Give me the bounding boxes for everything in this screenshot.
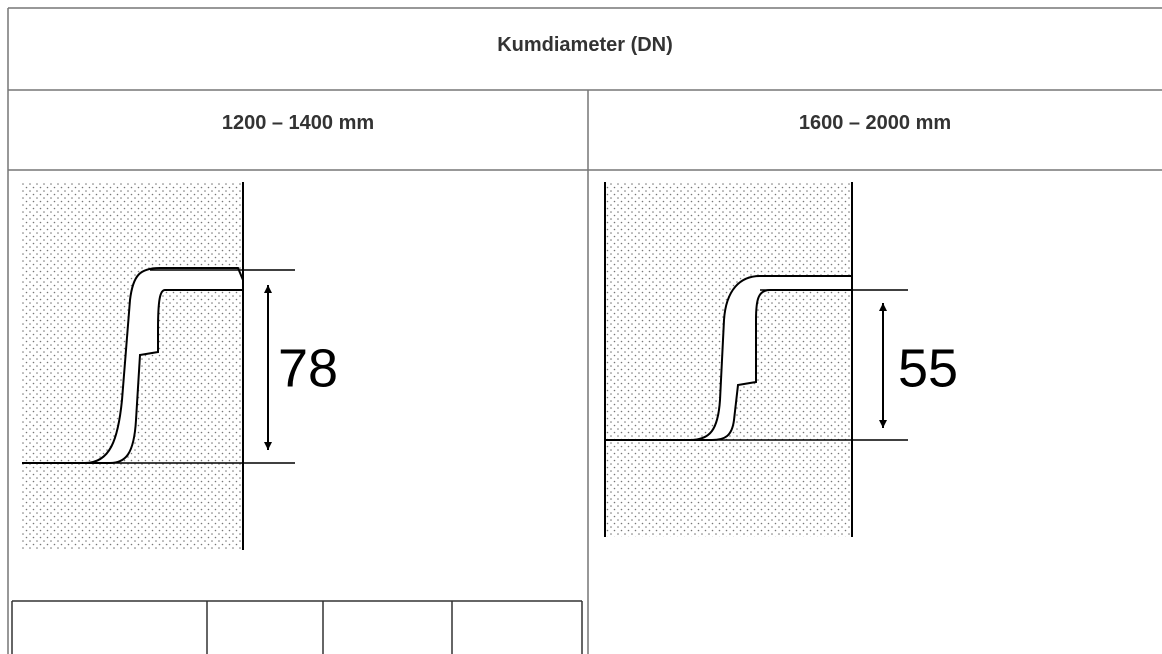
table-borders [7, 7, 1162, 654]
drawing-left: 78 [22, 182, 338, 550]
inner-table [11, 600, 583, 654]
column-header: 1200 – 1400 mm [221, 112, 375, 134]
drawing-right: 55 [604, 182, 958, 537]
column-header: 1600 – 2000 mm [798, 112, 952, 134]
table-header: Kumdiameter (DN) [497, 34, 673, 56]
dimension-label: 55 [898, 338, 958, 398]
dimension-label: 78 [278, 338, 338, 398]
